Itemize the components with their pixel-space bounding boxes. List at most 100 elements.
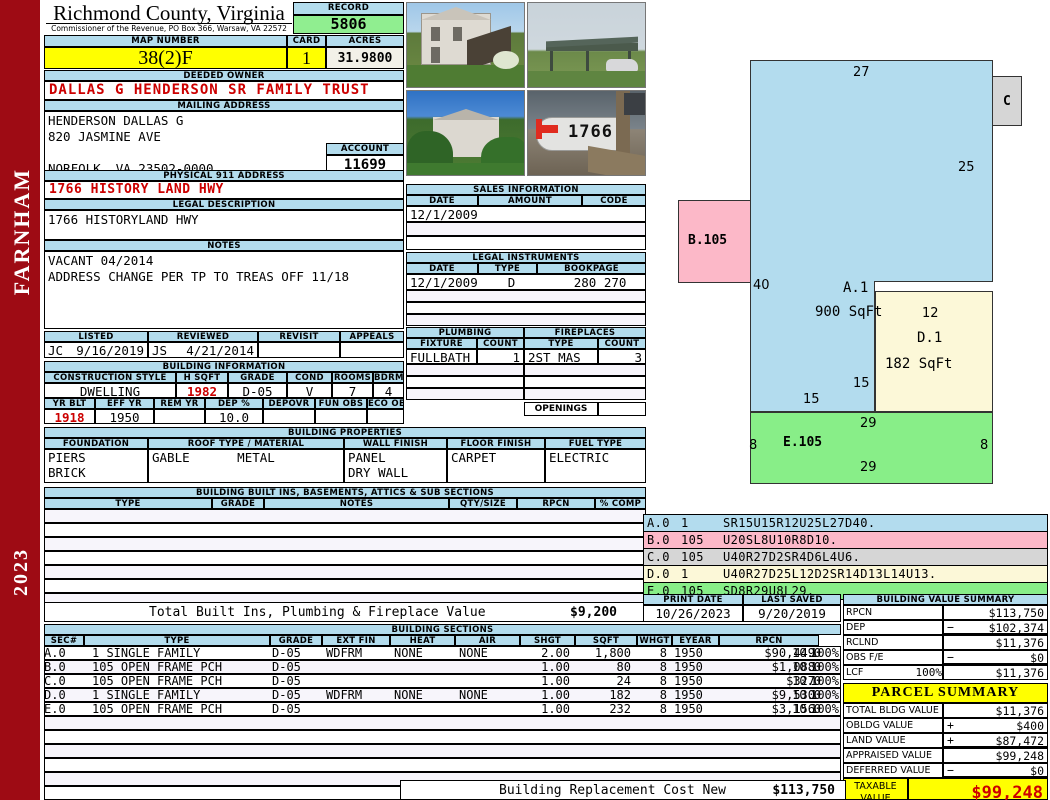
fireplace-type-value[interactable]: 2ST MAS bbox=[524, 349, 598, 364]
sketch-code-row-d[interactable]: D.0 1 U40R27D25L12D2SR14D13L14U13. bbox=[643, 566, 1048, 583]
listed-value[interactable]: JC 9/16/2019 bbox=[44, 342, 148, 358]
code-value-a: SR15U15R12U25L27D40. bbox=[723, 516, 876, 530]
bp-floor-finish[interactable]: CARPET bbox=[447, 449, 545, 483]
bs-cell-sqft: 1,800 bbox=[594, 647, 631, 660]
table-row[interactable] bbox=[406, 302, 646, 314]
table-row[interactable] bbox=[44, 730, 841, 744]
bi-funobs[interactable] bbox=[315, 409, 367, 424]
table-row[interactable] bbox=[524, 364, 646, 376]
sketch-code-legend: A.0 1 SR15U15R12U25L27D40. B.0 105 U20SL8U10… bbox=[643, 514, 1048, 600]
bi-hsqft[interactable]: 1982 bbox=[176, 383, 228, 398]
table-row[interactable] bbox=[406, 388, 524, 400]
plumbing-count-value[interactable]: 1 bbox=[477, 349, 524, 364]
plumbing-fixture-value[interactable]: FULLBATH bbox=[406, 349, 477, 364]
table-row[interactable] bbox=[44, 744, 841, 758]
table-row[interactable]: 12/1/2009 D 280 270 bbox=[406, 274, 646, 290]
bi-cond[interactable]: V bbox=[287, 383, 332, 398]
table-row[interactable] bbox=[44, 537, 646, 551]
table-row[interactable] bbox=[524, 376, 646, 388]
bp-wall-finish[interactable]: PANEL DRY WALL PLASTER bbox=[344, 449, 447, 483]
bs-cell-whgt: 8 bbox=[659, 647, 667, 660]
bi-dep-pct[interactable]: 10.0 bbox=[205, 409, 263, 424]
bs-cell-sqft: 232 bbox=[609, 703, 631, 716]
fireplace-count-value[interactable]: 3 bbox=[598, 349, 646, 364]
sketch-dim-e-top: 29 bbox=[860, 416, 877, 431]
bi-ecoobs[interactable] bbox=[367, 409, 404, 424]
table-row[interactable] bbox=[44, 551, 646, 565]
table-row[interactable] bbox=[406, 222, 646, 236]
bi-col-yrblt: YR BLT bbox=[44, 398, 95, 409]
bs-col-sqft: SQFT bbox=[575, 635, 637, 646]
bs-cell-sec: B.0 bbox=[44, 661, 66, 674]
bp-foundation-2: BRICK bbox=[48, 465, 86, 480]
bi-bdrms[interactable]: 4 bbox=[373, 383, 404, 398]
bs-cell-dep: 10.0 bbox=[792, 675, 821, 688]
photo-carport[interactable] bbox=[527, 2, 646, 88]
bi-depovr[interactable] bbox=[263, 409, 315, 424]
code-num-b: 105 bbox=[681, 533, 704, 547]
sketch-shape-c[interactable] bbox=[992, 76, 1022, 126]
bi-yrblt[interactable]: 1918 bbox=[44, 409, 95, 424]
sketch-shape-e105[interactable] bbox=[750, 412, 993, 484]
revisit-value[interactable] bbox=[258, 342, 340, 358]
ps-sign-obldg: + bbox=[947, 718, 954, 732]
bp-fuel-type[interactable]: ELECTRIC bbox=[545, 449, 646, 483]
sketch-shape-a1-leg[interactable] bbox=[750, 281, 875, 412]
bi-grade[interactable]: D-05 bbox=[228, 383, 287, 398]
bs-cell-dep: 10.0 bbox=[792, 703, 821, 716]
page-title: Richmond County, Virginia bbox=[53, 1, 285, 25]
bs-cell-dep: 10.0 bbox=[792, 661, 821, 674]
table-row[interactable] bbox=[406, 314, 646, 326]
code-sec-b: B.0 bbox=[647, 533, 670, 547]
sketch-shape-a1-main[interactable] bbox=[750, 60, 993, 282]
legal-description-label: LEGAL DESCRIPTION bbox=[44, 199, 404, 210]
table-row[interactable] bbox=[44, 646, 841, 660]
bi-effyr[interactable]: 1950 bbox=[95, 409, 154, 424]
table-row[interactable] bbox=[44, 702, 841, 716]
legal-col-type: TYPE bbox=[478, 263, 537, 274]
ps-sign-land: + bbox=[947, 733, 954, 747]
sketch-code-row-a[interactable]: A.0 1 SR15U15R12U25L27D40. bbox=[643, 514, 1048, 532]
table-row[interactable] bbox=[44, 716, 841, 730]
table-row[interactable]: 12/1/2009 bbox=[406, 206, 646, 222]
sketch-shape-b105[interactable] bbox=[678, 200, 751, 283]
table-row[interactable] bbox=[406, 376, 524, 388]
photo-side-house[interactable] bbox=[406, 90, 525, 176]
bs-cell-whgt: 8 bbox=[659, 661, 667, 674]
photo-front-house[interactable] bbox=[406, 2, 525, 88]
table-row[interactable] bbox=[44, 565, 646, 579]
sketch-code-row-b[interactable]: B.0 105 U20SL8U10R8D10. bbox=[643, 532, 1048, 549]
bs-cell-air bbox=[459, 703, 517, 716]
table-row[interactable] bbox=[406, 236, 646, 250]
bi-rooms[interactable]: 7 bbox=[332, 383, 373, 398]
sketch-label-c: C bbox=[1003, 94, 1011, 109]
table-row[interactable] bbox=[406, 364, 524, 376]
appeals-value[interactable] bbox=[340, 342, 404, 358]
bs-cell-sqft: 80 bbox=[616, 661, 631, 674]
bs-cell-type: 1 SINGLE FAMILY bbox=[92, 689, 201, 702]
fireplace-openings-value[interactable] bbox=[598, 402, 646, 416]
bs-cell-sec: E.0 bbox=[44, 703, 66, 716]
bi-remyr[interactable] bbox=[154, 409, 205, 424]
sketch-dim-e-bottom: 29 bbox=[860, 460, 877, 475]
table-row[interactable] bbox=[44, 758, 841, 772]
bp-roof[interactable]: GABLE METAL bbox=[148, 449, 344, 483]
sketch-shape-d1[interactable] bbox=[875, 291, 993, 412]
photo-mailbox[interactable]: 1766 bbox=[527, 90, 646, 176]
bp-foundation[interactable]: PIERS BRICK bbox=[44, 449, 148, 483]
table-row[interactable] bbox=[44, 660, 841, 674]
reviewed-by: JS bbox=[152, 343, 168, 358]
table-row[interactable] bbox=[44, 688, 841, 702]
table-row[interactable] bbox=[44, 523, 646, 537]
table-row[interactable] bbox=[44, 674, 841, 688]
spine-locality-label: FARNHAM bbox=[9, 168, 34, 296]
table-row[interactable] bbox=[44, 579, 646, 593]
sketch-code-row-c[interactable]: C.0 105 U40R27D2SR4D6L4U6. bbox=[643, 549, 1048, 566]
table-row[interactable] bbox=[44, 509, 646, 523]
table-row[interactable] bbox=[524, 388, 646, 400]
revisit-label: REVISIT bbox=[258, 331, 340, 342]
reviewed-value[interactable]: JS 4/21/2014 bbox=[148, 342, 258, 358]
table-row[interactable] bbox=[406, 290, 646, 302]
bs-col-rpcn: RPCN bbox=[719, 635, 819, 646]
bi-construction-style[interactable]: DWELLING bbox=[44, 383, 176, 398]
